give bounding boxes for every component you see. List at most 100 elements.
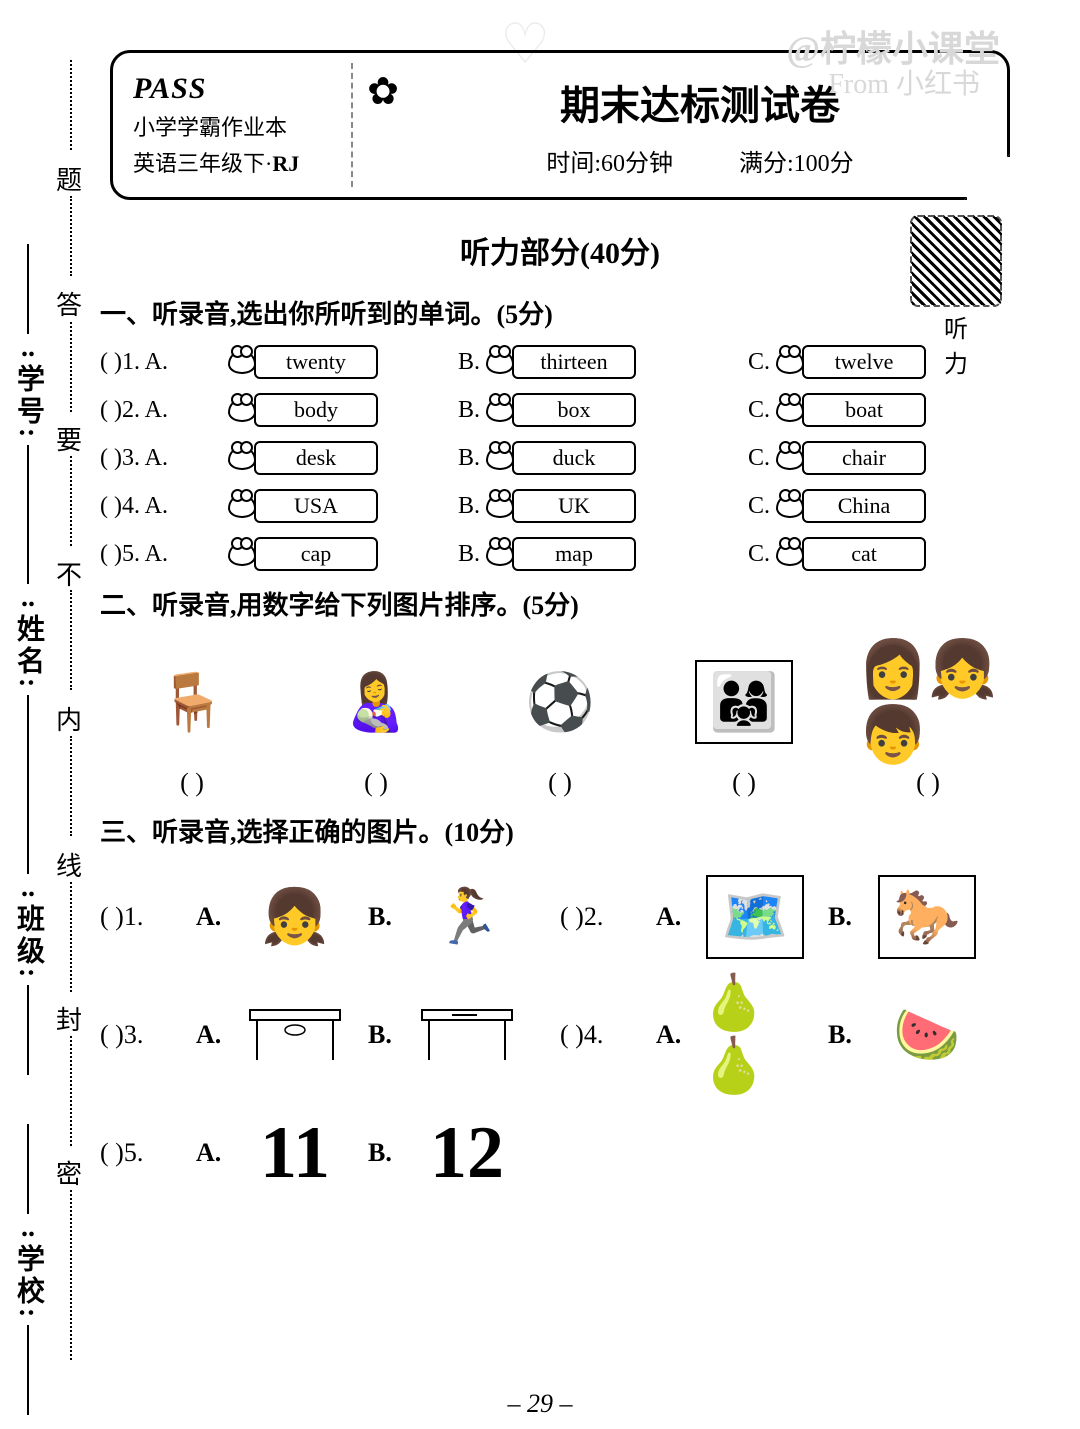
watermark-sub: From 小红书 bbox=[828, 62, 980, 102]
listening-section-title: 听力部分(40分) bbox=[110, 228, 1010, 272]
mouse-icon bbox=[486, 350, 514, 374]
section3-heading: 三、听录音,选择正确的图片。(10分) bbox=[100, 812, 1020, 849]
word-box: box bbox=[512, 393, 636, 427]
score-label: 满分:100分 bbox=[739, 151, 854, 177]
opt-b: B. bbox=[368, 902, 412, 932]
binding-labels: 题 答 要 不 内 线 封 密 bbox=[56, 60, 96, 1340]
word-box: body bbox=[254, 393, 378, 427]
mouse-icon bbox=[228, 542, 256, 566]
opt-c-label: C. bbox=[748, 445, 770, 472]
question-number[interactable]: ( )4. A. bbox=[100, 493, 228, 520]
time-label: 时间:60分钟 bbox=[546, 151, 673, 177]
opt-b-label: B. bbox=[458, 541, 480, 568]
opt-c-label: C. bbox=[748, 349, 770, 376]
question-row: ( )3. A. B. ( )4. A. 🍐🍐 B. 🍉 bbox=[100, 985, 1020, 1085]
img-table-a-icon bbox=[240, 985, 350, 1085]
mouse-icon bbox=[486, 542, 514, 566]
question-number[interactable]: ( )1. A. bbox=[100, 349, 228, 376]
word-box: twenty bbox=[254, 345, 378, 379]
label-class: 班级: bbox=[8, 904, 48, 981]
mouse-icon bbox=[776, 350, 804, 374]
img-mom-baby-icon: 👩‍🍼 bbox=[306, 642, 446, 762]
opt-b-label: B. bbox=[458, 397, 480, 424]
header-sub1: 小学学霸作业本 bbox=[133, 110, 351, 142]
mouse-icon bbox=[486, 398, 514, 422]
time-score: 时间:60分钟 满分:100分 bbox=[516, 143, 883, 178]
word-box: cat bbox=[802, 537, 926, 571]
header-deco-icon: ✿ bbox=[353, 63, 413, 187]
number-eleven: 11 bbox=[240, 1103, 350, 1203]
question-number[interactable]: ( )5. A. bbox=[100, 541, 228, 568]
opt-b: B. bbox=[368, 1020, 412, 1050]
img-girl-pot-icon: 👧 bbox=[240, 867, 350, 967]
img-table-b-icon bbox=[412, 985, 522, 1085]
label-school: 学校: bbox=[8, 1244, 48, 1321]
word-box: USA bbox=[254, 489, 378, 523]
section1-heading: 一、听录音,选出你所听到的单词。(5分) bbox=[100, 294, 1020, 331]
mouse-icon bbox=[228, 398, 256, 422]
paren-blank[interactable]: ( ) bbox=[490, 768, 630, 798]
binding-char: 题 bbox=[56, 160, 82, 197]
img-watermelon-icon: 🍉 bbox=[872, 985, 982, 1085]
header-sub2: 英语三年级下·RJ bbox=[133, 146, 351, 178]
section2-images: 🪑 👩‍🍼 ⚽ 👨‍👩‍👧 👩👧👦 bbox=[100, 642, 1020, 762]
main-title: 期末达标测试卷 bbox=[560, 73, 840, 131]
page-number: – 29 – bbox=[0, 1389, 1080, 1419]
img-girl-run-icon: 🏃‍♀️ bbox=[412, 867, 522, 967]
binding-char: 密 bbox=[56, 1154, 82, 1191]
mouse-icon bbox=[228, 446, 256, 470]
img-pears-icon: 🍐🍐 bbox=[700, 985, 810, 1085]
binding-char: 答 bbox=[56, 285, 82, 322]
opt-c-label: C. bbox=[748, 541, 770, 568]
q3-num[interactable]: ( )4. bbox=[560, 1020, 656, 1050]
paren-blank[interactable]: ( ) bbox=[306, 768, 446, 798]
question-row: ( )1. A. 👧 B. 🏃‍♀️ ( )2. A. 🗺️ B. 🐎 bbox=[100, 867, 1020, 967]
question-row: ( )5. A. 11 B. 12 bbox=[100, 1103, 1020, 1203]
img-family-photo-icon: 👨‍👩‍👧 bbox=[674, 642, 814, 762]
binding-char: 不 bbox=[56, 555, 82, 592]
word-box: boat bbox=[802, 393, 926, 427]
opt-a: A. bbox=[656, 1020, 700, 1050]
question-number[interactable]: ( )2. A. bbox=[100, 397, 228, 424]
question-row: ( )3. A.deskB.duckC.chair bbox=[100, 441, 1020, 475]
mouse-icon bbox=[486, 494, 514, 518]
mouse-icon bbox=[776, 542, 804, 566]
section2-heading: 二、听录音,用数字给下列图片排序。(5分) bbox=[100, 585, 1020, 622]
content-area: 一、听录音,选出你所听到的单词。(5分) ( )1. A.twentyB.thi… bbox=[100, 280, 1020, 1221]
question-row: ( )2. A. body B. box C. boat bbox=[100, 393, 1020, 427]
mouse-icon bbox=[776, 398, 804, 422]
binding-char: 线 bbox=[56, 846, 82, 883]
paren-blank[interactable]: ( ) bbox=[122, 768, 262, 798]
q3-num[interactable]: ( )2. bbox=[560, 902, 656, 932]
opt-c-label: C. bbox=[748, 397, 770, 424]
binding-char: 要 bbox=[56, 420, 82, 457]
img-puzzle-map-icon: 🗺️ bbox=[700, 867, 810, 967]
mouse-icon bbox=[776, 494, 804, 518]
question-row: ( )1. A.twentyB.thirteenC.twelve bbox=[100, 345, 1020, 379]
word-box: UK bbox=[512, 489, 636, 523]
word-box: chair bbox=[802, 441, 926, 475]
paren-blank[interactable]: ( ) bbox=[858, 768, 998, 798]
opt-b-label: B. bbox=[458, 445, 480, 472]
img-family-standing-icon: 👩👧👦 bbox=[858, 642, 998, 762]
word-box: map bbox=[512, 537, 636, 571]
question-number[interactable]: ( )3. A. bbox=[100, 445, 228, 472]
mouse-icon bbox=[776, 446, 804, 470]
q3-num[interactable]: ( )5. bbox=[100, 1138, 196, 1168]
pass-logo: PASS bbox=[133, 72, 351, 106]
mouse-icon bbox=[486, 446, 514, 470]
img-boy-chair-icon: 🪑 bbox=[122, 642, 262, 762]
section2-parens: ( ) ( ) ( ) ( ) ( ) bbox=[100, 768, 1020, 798]
binding-char: 内 bbox=[56, 700, 82, 737]
label-name: 姓名: bbox=[8, 614, 48, 691]
label-student-id: 学号: bbox=[8, 364, 48, 441]
paren-blank[interactable]: ( ) bbox=[674, 768, 814, 798]
q3-num[interactable]: ( )1. bbox=[100, 902, 196, 932]
number-twelve: 12 bbox=[412, 1103, 522, 1203]
header-left: PASS 小学学霸作业本 英语三年级下·RJ bbox=[133, 63, 353, 187]
mouse-icon bbox=[228, 494, 256, 518]
word-box: duck bbox=[512, 441, 636, 475]
question-row: ( )4. A.USAB.UKC.China bbox=[100, 489, 1020, 523]
opt-a: A. bbox=[196, 1138, 240, 1168]
q3-num[interactable]: ( )3. bbox=[100, 1020, 196, 1050]
